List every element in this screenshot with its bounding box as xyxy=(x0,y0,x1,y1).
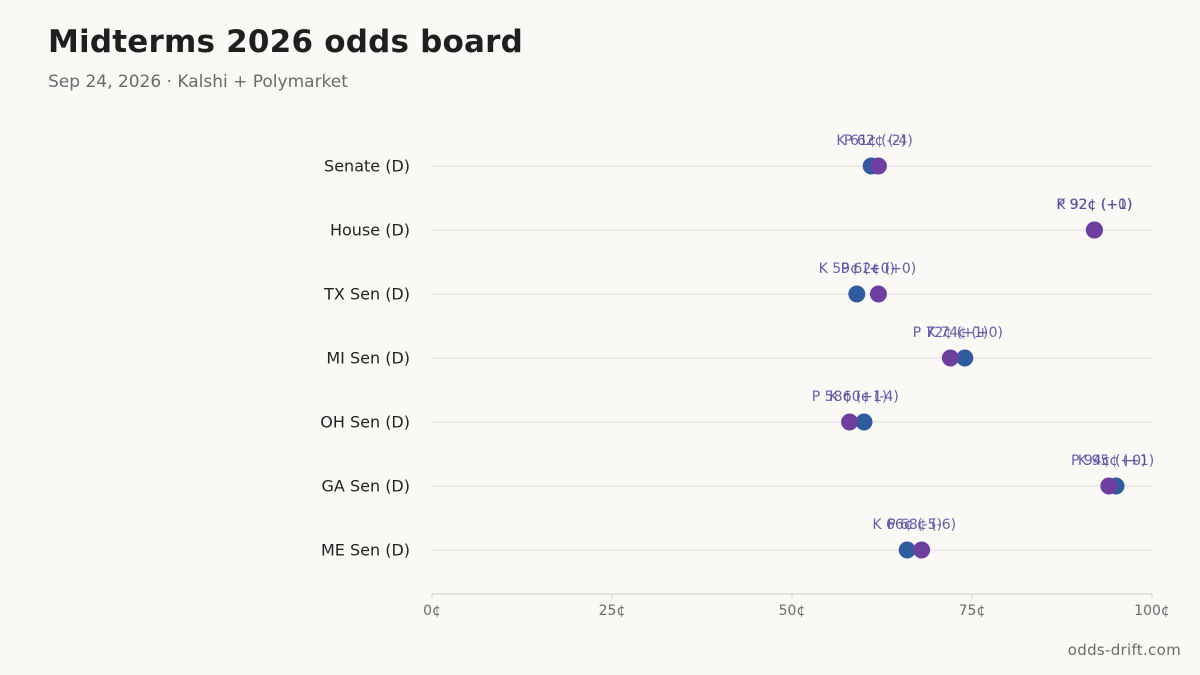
category-label: TX Sen (D) xyxy=(323,285,410,304)
category-label: GA Sen (D) xyxy=(322,477,410,496)
data-label-k: K 66¢ (-5) xyxy=(872,517,942,533)
data-point-p xyxy=(941,349,959,367)
data-label-k: K 59¢ (+0) xyxy=(819,261,895,277)
data-label-k: K 92¢ (+1) xyxy=(1056,197,1132,213)
category-label: House (D) xyxy=(330,221,410,240)
x-tick-label: 0¢ xyxy=(423,603,441,619)
x-tick-label: 50¢ xyxy=(779,603,806,619)
category-label: ME Sen (D) xyxy=(321,541,410,560)
data-label-k: K 95¢ (+1) xyxy=(1078,453,1154,469)
data-point-k xyxy=(848,285,866,303)
data-point-p xyxy=(841,413,859,431)
x-tick-label: 75¢ xyxy=(959,603,986,619)
category-label: MI Sen (D) xyxy=(326,349,410,368)
data-point-p xyxy=(1085,221,1103,239)
data-label-k: K 74¢ (+0) xyxy=(927,325,1003,341)
gridlines xyxy=(432,165,1152,551)
data-label-p: P 92¢ (+0) xyxy=(1057,197,1133,213)
data-points xyxy=(841,157,1125,559)
data-label-k: K 60¢ (-4) xyxy=(829,389,899,405)
data-label-p: P 68¢ (-6) xyxy=(887,517,956,533)
x-axis: 0¢ 25¢ 50¢ 75¢ 100¢ xyxy=(423,593,1170,619)
data-point-p xyxy=(869,285,887,303)
data-labels: K 61¢ (-2) K 92¢ (+1) K 59¢ (+0) K 74¢ (+0)… xyxy=(812,133,1154,533)
source-credit: odds-drift.com xyxy=(1067,641,1181,659)
category-label: OH Sen (D) xyxy=(320,413,410,432)
data-point-k xyxy=(956,349,974,367)
data-point-k xyxy=(898,541,916,559)
data-label-p: P 62¢ (+0) xyxy=(841,261,917,277)
data-label-k: K 61¢ (-2) xyxy=(836,133,906,149)
data-label-p: P 58¢ (+1) xyxy=(812,389,888,405)
chart-title: Midterms 2026 odds board xyxy=(48,24,524,60)
x-tick-label: 25¢ xyxy=(599,603,626,619)
data-label-p: P 72¢ (+1) xyxy=(913,325,989,341)
data-label-p: P 62¢ (-4) xyxy=(844,133,913,149)
data-label-p: P 94¢ (+0) xyxy=(1071,453,1147,469)
category-labels: Senate (D) House (D) TX Sen (D) MI Sen (D) O… xyxy=(320,157,410,560)
category-label: Senate (D) xyxy=(324,157,410,176)
data-point-p xyxy=(913,541,931,559)
data-point-p xyxy=(869,157,887,175)
chart-subtitle: Sep 24, 2026 · Kalshi + Polymarket xyxy=(48,72,348,92)
x-tick-label: 100¢ xyxy=(1134,603,1170,619)
data-point-p xyxy=(1100,477,1118,495)
data-point-k xyxy=(855,413,873,431)
